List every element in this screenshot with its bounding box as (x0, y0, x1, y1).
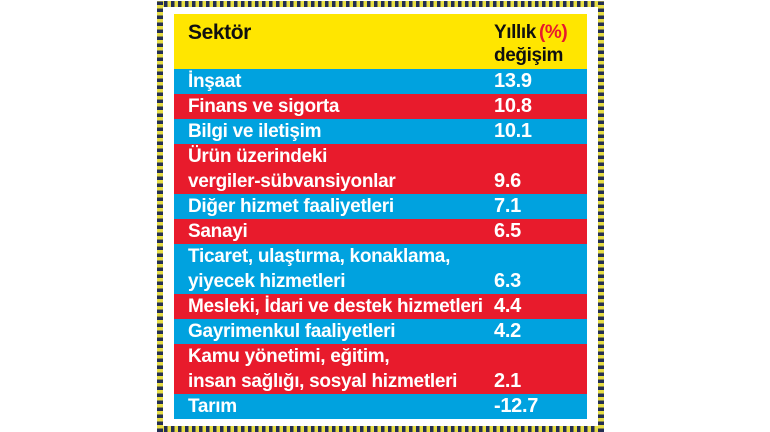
row-label: Ticaret, ulaştırma, konaklama, yiyecek h… (188, 246, 451, 292)
header-change-label: Yıllık (%) değişim (494, 21, 587, 67)
row-label: Kamu yönetimi, eğitim, insan sağlığı, so… (188, 346, 458, 392)
table-row: İnşaat 13.9 (174, 69, 587, 94)
row-value: 6.3 (494, 270, 521, 292)
row-value: 10.1 (494, 120, 532, 142)
table-row: Ürün üzerindeki vergiler-sübvansiyonlar 9… (174, 144, 587, 194)
header-percent-text: (%) (538, 22, 568, 43)
table-row: Ticaret, ulaştırma, konaklama, yiyecek h… (174, 244, 587, 294)
row-label: Bilgi ve iletişim (188, 121, 322, 142)
row-label: Gayrimenkul faaliyetleri (188, 321, 396, 342)
frame-border-right (598, 1, 604, 432)
row-value: 9.6 (494, 170, 521, 192)
header-change-line1: Yıllık (%) (494, 21, 587, 44)
table-row: Finans ve sigorta 10.8 (174, 94, 587, 119)
table-row: Bilgi ve iletişim 10.1 (174, 119, 587, 144)
header-degisim-text: değişim (494, 45, 563, 66)
table-body: İnşaat 13.9 Finans ve sigorta 10.8 Bilgi ve … (174, 69, 587, 419)
row-value: 13.9 (494, 70, 532, 92)
sector-change-table: Sektör Yıllık (%) değişim İnşaat 13.9 Finan… (174, 14, 587, 419)
table-row: Tarım -12.7 (174, 394, 587, 419)
row-value: 10.8 (494, 95, 532, 117)
frame-border-bottom (157, 426, 604, 432)
table-row: Sanayi 6.5 (174, 219, 587, 244)
row-value: 2.1 (494, 370, 521, 392)
row-label: Diğer hizmet faaliyetleri (188, 196, 394, 217)
row-label: İnşaat (188, 71, 242, 92)
table-row: Mesleki, İdari ve destek hizmetleri 4.4 (174, 294, 587, 319)
row-label: Tarım (188, 396, 237, 417)
frame-border-left (157, 1, 163, 432)
header-sector-label: Sektör (188, 21, 251, 44)
row-value: -12.7 (494, 395, 539, 417)
row-label: Sanayi (188, 221, 248, 242)
table-frame: Sektör Yıllık (%) değişim İnşaat 13.9 Finan… (157, 1, 604, 432)
row-label: Mesleki, İdari ve destek hizmetleri (188, 296, 483, 317)
row-value: 6.5 (494, 220, 521, 242)
table-row: Diğer hizmet faaliyetleri 7.1 (174, 194, 587, 219)
header-yillik-text: Yıllık (494, 22, 536, 43)
row-label: Ürün üzerindeki vergiler-sübvansiyonlar (188, 146, 396, 192)
row-value: 4.2 (494, 320, 521, 342)
table-inner: Sektör Yıllık (%) değişim İnşaat 13.9 Finan… (163, 7, 598, 426)
row-label: Finans ve sigorta (188, 96, 340, 117)
frame-border-top (157, 1, 604, 7)
table-row: Kamu yönetimi, eğitim, insan sağlığı, so… (174, 344, 587, 394)
table-row: Gayrimenkul faaliyetleri 4.2 (174, 319, 587, 344)
row-value: 4.4 (494, 295, 521, 317)
row-value: 7.1 (494, 195, 521, 217)
table-header: Sektör Yıllık (%) değişim (174, 14, 587, 69)
